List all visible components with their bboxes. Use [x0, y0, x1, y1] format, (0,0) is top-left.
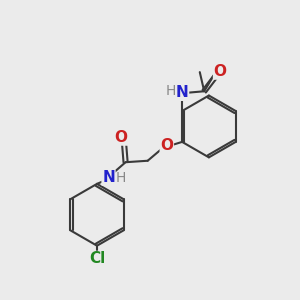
Text: N: N — [102, 170, 115, 185]
Text: Cl: Cl — [89, 251, 105, 266]
Text: N: N — [176, 85, 188, 100]
Text: H: H — [166, 84, 176, 98]
Text: O: O — [214, 64, 226, 79]
Text: H: H — [116, 171, 126, 185]
Text: O: O — [115, 130, 128, 145]
Text: O: O — [160, 138, 173, 153]
